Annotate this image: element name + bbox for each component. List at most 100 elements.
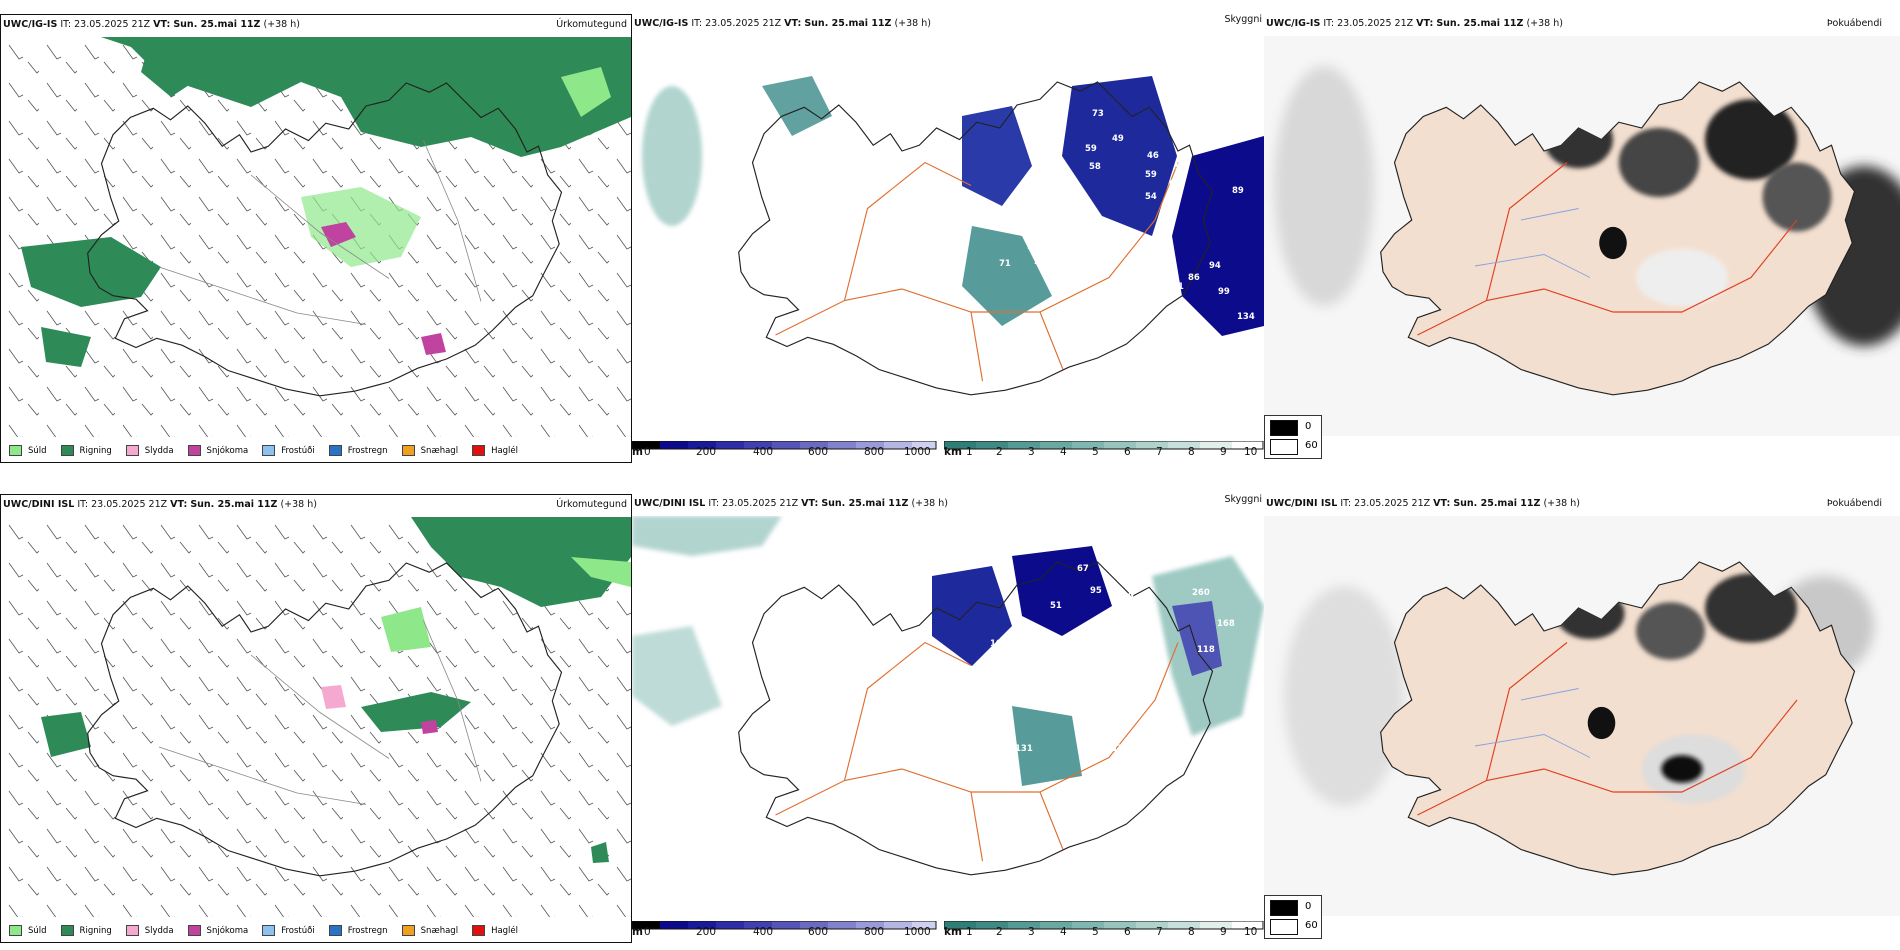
km-tick: 3 bbox=[1028, 446, 1035, 458]
vis-value: 109 bbox=[990, 639, 1008, 649]
m-tick: 1000 bbox=[904, 446, 931, 458]
rain-area bbox=[411, 517, 631, 607]
visibility-panel-top: UWC/IG-IS IT: 23.05.2025 21Z VT: Sun. 25… bbox=[631, 14, 1264, 463]
lead-time: (+38 h) bbox=[1543, 498, 1580, 509]
m-tick: 400 bbox=[753, 926, 774, 938]
legend-item: Slydda bbox=[125, 445, 174, 456]
visibility-colorbar-m: m 0 200 400 600 800 1000 bbox=[631, 436, 937, 458]
rain-area bbox=[41, 327, 91, 367]
legend-item: Súld bbox=[9, 445, 47, 456]
fog-panel-top: UWC/IG-IS IT: 23.05.2025 21Z VT: Sun. 25… bbox=[1264, 14, 1900, 463]
km-tick: 8 bbox=[1188, 926, 1195, 938]
init-time: 23.05.2025 21Z bbox=[722, 498, 799, 509]
it-label: IT: bbox=[60, 19, 72, 30]
legend-item: Rigning bbox=[60, 925, 112, 936]
precip-map bbox=[1, 517, 631, 917]
km-unit: km bbox=[944, 446, 962, 458]
vis-value: 122 bbox=[947, 719, 965, 729]
vis-value: 59 bbox=[1145, 170, 1157, 180]
model-run: UWC/IG-IS bbox=[3, 19, 58, 30]
valid-time: Sun. 25.mai 11Z bbox=[1453, 498, 1541, 509]
fog-panel-bottom: UWC/DINI ISL IT: 23.05.2025 21Z VT: Sun.… bbox=[1264, 494, 1900, 943]
km-tick: 6 bbox=[1124, 446, 1131, 458]
low-visibility-area bbox=[932, 566, 1012, 666]
vis-value: 59 bbox=[1085, 144, 1097, 154]
legend-item: Rigning bbox=[60, 445, 112, 456]
reduced-visibility-area bbox=[962, 226, 1052, 326]
visibility-panel-bottom: UWC/DINI ISL IT: 23.05.2025 21Z VT: Sun.… bbox=[631, 494, 1264, 943]
km-tick: 1 bbox=[966, 926, 973, 938]
m-tick: 200 bbox=[696, 446, 717, 458]
km-scale-swatches bbox=[943, 920, 1264, 930]
m-unit: m bbox=[632, 926, 643, 938]
m-scale-swatches bbox=[631, 920, 937, 930]
lead-time: (+38 h) bbox=[911, 498, 948, 509]
vis-value: 49 bbox=[1112, 134, 1124, 144]
lead-time: (+38 h) bbox=[280, 499, 317, 510]
km-tick: 8 bbox=[1188, 446, 1195, 458]
init-time: 23.05.2025 21Z bbox=[1337, 18, 1414, 29]
vis-value: 71 bbox=[999, 259, 1011, 269]
panel-title: Skyggni bbox=[1224, 494, 1262, 505]
m-tick: 800 bbox=[864, 926, 885, 938]
model-run: UWC/IG-IS bbox=[634, 18, 689, 29]
fog-swatch-light bbox=[1270, 439, 1298, 455]
lead-time: (+38 h) bbox=[263, 19, 300, 30]
model-run: UWC/DINI ISL bbox=[634, 498, 706, 509]
rain-area bbox=[361, 692, 471, 732]
km-scale-swatches bbox=[943, 440, 1264, 450]
vis-value: 122 bbox=[947, 246, 965, 256]
panel-header: UWC/IG-IS IT: 23.05.2025 21Z VT: Sun. 25… bbox=[1266, 18, 1563, 29]
snow-area bbox=[321, 222, 356, 247]
valid-time: Sun. 25.mai 11Z bbox=[190, 499, 278, 510]
valid-time: Sun. 25.mai 11Z bbox=[804, 18, 892, 29]
precip-panel-bottom: UWC/DINI ISL IT: 23.05.2025 21Z VT: Sun.… bbox=[0, 494, 632, 943]
valid-time: Sun. 25.mai 11Z bbox=[173, 19, 261, 30]
low-visibility-area bbox=[962, 106, 1032, 206]
fog-swatch-dark bbox=[1270, 420, 1298, 436]
vis-value: 58 bbox=[1089, 162, 1101, 172]
fog-min-label: 60 bbox=[1305, 440, 1318, 451]
m-tick: 600 bbox=[808, 926, 829, 938]
visibility-map: 67 95 59 51 63 260 168 118 122 131 170 1… bbox=[632, 516, 1264, 876]
panel-header: UWC/DINI ISL IT: 23.05.2025 21Z VT: Sun.… bbox=[1266, 498, 1580, 509]
vis-value: 59 bbox=[1122, 592, 1134, 602]
it-label: IT: bbox=[77, 499, 89, 510]
vis-value: 51 bbox=[1050, 601, 1062, 611]
km-tick: 9 bbox=[1220, 446, 1227, 458]
vis-value: 55 bbox=[1042, 219, 1054, 229]
precip-legend: Súld Rigning Slydda Snjókoma Frostúði Fr… bbox=[9, 925, 532, 936]
legend-item: Slydda bbox=[125, 925, 174, 936]
model-run: UWC/DINI ISL bbox=[1266, 498, 1338, 509]
visibility-map: 73 49 59 58 57 65 46 54 59 54 64 45 89 5… bbox=[642, 76, 1264, 396]
vis-value: 86 bbox=[1188, 273, 1200, 283]
panel-header: UWC/IG-IS IT: 23.05.2025 21Z VT: Sun. 25… bbox=[634, 18, 931, 29]
legend-item: Snjókoma bbox=[187, 925, 248, 936]
km-tick: 5 bbox=[1092, 446, 1099, 458]
legend-item: Súld bbox=[9, 925, 47, 936]
vis-value: 95 bbox=[1090, 586, 1102, 596]
init-time: 23.05.2025 21Z bbox=[705, 18, 782, 29]
precip-legend: Súld Rigning Slydda Snjókoma Frostúði Fr… bbox=[9, 445, 532, 456]
legend-item: Frostúði bbox=[262, 445, 315, 456]
model-run: UWC/IG-IS bbox=[1266, 18, 1321, 29]
km-unit: km bbox=[944, 926, 962, 938]
vt-label: VT: bbox=[153, 19, 171, 30]
km-tick: 7 bbox=[1156, 926, 1163, 938]
sleet-area bbox=[321, 685, 346, 709]
legend-item: Snjókoma bbox=[187, 445, 248, 456]
vis-value: 91 bbox=[1172, 282, 1184, 292]
panel-title: Úrkomutegund bbox=[556, 19, 627, 30]
panel-header: UWC/DINI ISL IT: 23.05.2025 21Z VT: Sun.… bbox=[634, 498, 948, 509]
legend-item: Frostregn bbox=[328, 445, 388, 456]
fog-swatch-light bbox=[1270, 919, 1298, 935]
vis-value: 73 bbox=[1092, 109, 1104, 119]
fog-legend: 0 60 bbox=[1264, 895, 1322, 939]
vis-value: 63 bbox=[1052, 639, 1064, 649]
rain-area bbox=[591, 842, 609, 863]
drizzle-area bbox=[381, 607, 431, 652]
panel-title: Þokuábendi bbox=[1826, 498, 1882, 509]
legend-item: Haglél bbox=[472, 925, 518, 936]
rain-area bbox=[41, 712, 91, 757]
it-label: IT: bbox=[1323, 18, 1335, 29]
